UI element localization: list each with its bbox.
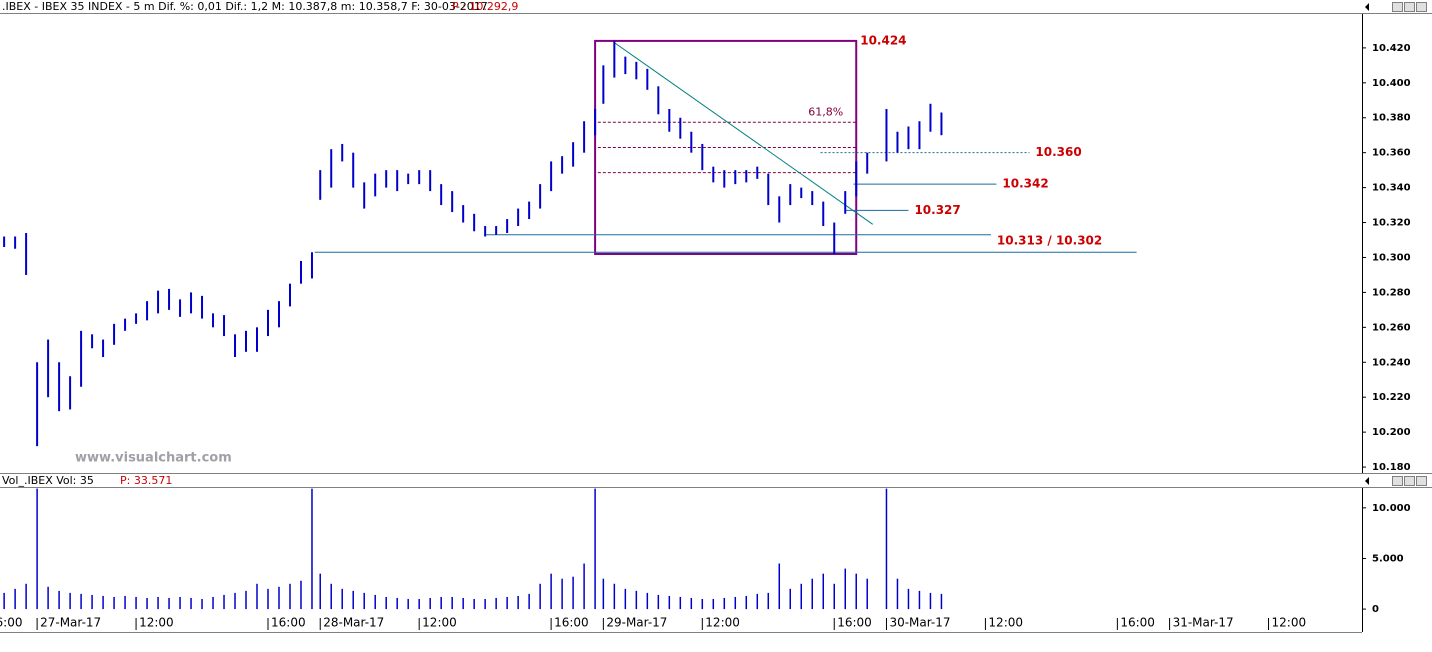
x-tick-label: 12:00 (1272, 616, 1307, 630)
y-tick-label: 0 (1372, 604, 1379, 615)
volume-subtitle: P: 33.571 (120, 474, 172, 487)
x-tick-label: 27-Mar-17 (40, 616, 101, 630)
range-box (594, 39, 858, 255)
level-label: 10.342 (1002, 177, 1048, 191)
x-tick-label: 12:00 (988, 616, 1023, 630)
level-label: 10.313 / 10.302 (997, 233, 1102, 247)
level-label: 10.327 (914, 203, 960, 217)
x-tick-label: 29-Mar-17 (606, 616, 667, 630)
x-tick-label: 16:00 (1120, 616, 1155, 630)
minimize-button[interactable] (1392, 2, 1403, 12)
x-tick-label: 16:00 (0, 616, 22, 630)
chart-title: .IBEX - IBEX 35 INDEX - 5 m Dif. %: 0,01… (2, 0, 488, 13)
maximize-button[interactable] (1404, 2, 1415, 12)
x-tick-label: 16:00 (554, 616, 589, 630)
watermark: www.visualchart.com (75, 451, 232, 466)
minimize-button[interactable] (1392, 476, 1403, 486)
level-label: 10.424 (860, 33, 906, 47)
y-tick-label: 10.340 (1372, 183, 1411, 194)
x-tick-label: 12:00 (422, 616, 457, 630)
x-tick-label: 12:00 (139, 616, 174, 630)
y-tick-label: 10.300 (1372, 252, 1411, 263)
y-tick-label: 10.320 (1372, 218, 1411, 229)
y-tick-label: 10.280 (1372, 287, 1411, 298)
x-tick-label: 28-Mar-17 (323, 616, 384, 630)
scroll-arrow[interactable] (1365, 477, 1369, 485)
fib-label: 61,8% (808, 105, 843, 118)
y-tick-label: 10.360 (1372, 148, 1411, 159)
y-tick-label: 10.240 (1372, 357, 1411, 368)
chart-subtitle: P : 10.292,9 (452, 0, 518, 13)
close-button[interactable] (1416, 476, 1427, 486)
y-tick-label: 10.180 (1372, 462, 1411, 473)
x-tick-label: 16:00 (271, 616, 306, 630)
y-tick-label: 10.000 (1372, 503, 1411, 514)
x-tick-label: 16:00 (837, 616, 872, 630)
x-tick-label: 31-Mar-17 (1173, 616, 1234, 630)
close-button[interactable] (1416, 2, 1427, 12)
window-buttons (1365, 2, 1427, 486)
y-tick-label: 10.200 (1372, 427, 1411, 438)
level-label: 10.360 (1035, 145, 1081, 159)
y-tick-label: 10.260 (1372, 322, 1411, 333)
y-tick-label: 5.000 (1372, 553, 1404, 564)
scroll-arrow[interactable] (1365, 3, 1369, 11)
x-tick-label: 12:00 (705, 616, 740, 630)
maximize-button[interactable] (1404, 476, 1415, 486)
y-tick-label: 10.400 (1372, 78, 1411, 89)
y-tick-label: 10.220 (1372, 392, 1411, 403)
x-tick-label: 30-Mar-17 (889, 616, 950, 630)
trend-line (614, 42, 874, 225)
y-tick-label: 10.380 (1372, 113, 1411, 124)
y-tick-label: 10.420 (1372, 43, 1411, 54)
volume-title: Vol_.IBEX Vol: 35 (2, 474, 94, 487)
